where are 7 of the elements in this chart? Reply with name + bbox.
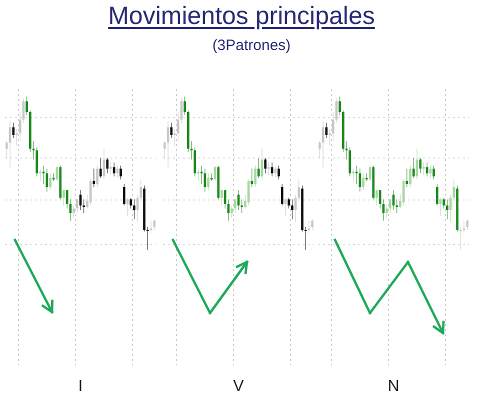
x-axis-title: I [78,378,83,395]
chart-subtitle: (3Patrones) [211,37,292,54]
candlestick [304,226,307,250]
x-axis-title: N [388,378,400,395]
chart-title: Movimientos principales [108,2,375,31]
x-axis-title: V [233,378,244,395]
candlestick [146,226,149,250]
